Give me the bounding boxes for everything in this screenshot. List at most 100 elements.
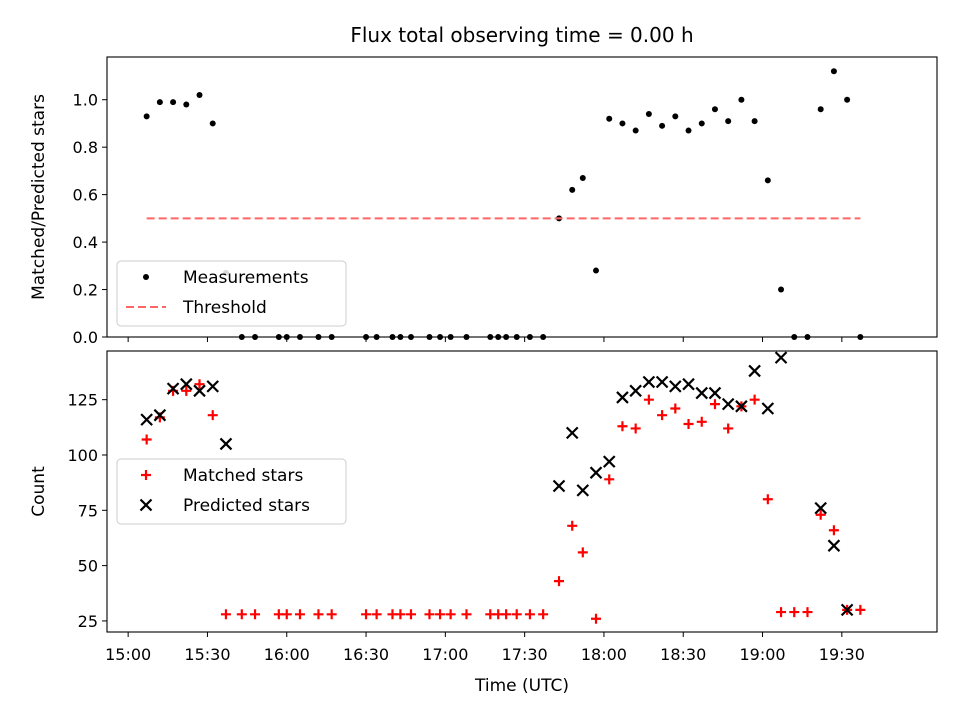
measurement-point [685,127,692,134]
axes-frame [106,350,938,633]
legend-measurement-swatch [143,274,149,280]
matched-star-point [683,419,694,430]
x-tick-label: 16:00 [264,645,310,664]
count-panel: 25 50 75 100 125 15:00 15:30 16:00 16:30 17:00 17:… [29,350,938,664]
predicted-star-point [180,377,193,391]
measurement-point [817,106,824,113]
predicted-star-point [761,402,775,415]
predicted-star-point [814,501,827,515]
matched-star-point [435,609,446,620]
matched-star-point [723,423,734,434]
predicted-star-point [708,386,722,400]
x-axis-label: Time (UTC) [474,676,569,696]
predicted-star-point [166,382,180,395]
matched-star-point [709,399,720,410]
measurement-point [183,101,190,108]
predicted-star-point [206,380,220,393]
x-tick-label: 18:30 [660,645,706,664]
matched-star-point [762,494,773,505]
measurement-point [619,120,626,127]
predicted-star-point [735,400,748,413]
measurement-point [764,177,771,184]
matched-star-point [141,434,152,445]
x-tick-label: 19:30 [819,645,865,664]
x-tick-label: 17:30 [502,645,548,664]
matched-star-point [567,520,578,531]
matched-star-point [554,576,565,587]
measurement-point [196,91,203,98]
measurement-point [170,99,177,106]
measurement-point [156,99,163,106]
predicted-star-point [642,375,656,389]
y-tick-label: 1.0 [73,91,98,110]
matched-star-point [789,607,800,618]
y-axis-label: Count [29,466,49,517]
predicted-star-point [682,377,695,391]
predicted-star-point [140,413,153,426]
y-tick-label: 75 [78,501,98,520]
matched-star-point [511,609,522,620]
axes-frame [106,56,938,338]
matched-star-point [501,609,512,620]
matched-star-point [802,607,813,618]
predicted-star-point [193,384,206,398]
predicted-star-point [748,364,761,378]
y-tick-label: 25 [78,612,98,631]
predicted-star-point [565,426,579,440]
matched-star-point [313,609,324,620]
predicted-star-point [219,437,233,451]
legend-label: Matched stars [183,466,303,486]
matched-star-point [207,410,218,421]
matched-star-point [250,609,261,620]
matched-star-point [371,609,382,620]
predicted-star-point [602,455,616,468]
legend-matched-swatch [141,470,151,480]
y-tick-label: 0.8 [73,138,98,157]
y-tick-label: 50 [78,557,98,576]
measurement-point [711,106,718,113]
predicted-star-point [153,408,167,422]
y-tick-label: 0.2 [73,281,98,300]
matched-star-point [361,609,372,620]
measurement-point [751,118,758,125]
measurement-point [698,120,705,127]
matched-star-point [220,609,231,620]
measurement-point [830,68,837,75]
y-tick-label: 100 [67,446,98,465]
matched-star-point [855,604,866,615]
matched-star-point [194,379,205,390]
matched-star-point [405,609,416,620]
measurement-point [209,120,216,127]
matched-star-point [294,609,305,620]
predicted-star-point [629,384,642,398]
matched-star-point [643,394,654,405]
predicted-star-point [655,375,669,389]
legend-box [116,458,347,525]
matched-star-point [524,609,535,620]
matched-star-point [461,609,472,620]
x-tick-label: 15:00 [105,645,151,664]
measurement-point [738,96,745,103]
y-tick-label: 0.6 [73,186,98,205]
matched-star-point [670,403,681,414]
y-tick-label: 125 [67,391,98,410]
legend-box [116,260,347,327]
measurement-point [659,122,666,129]
predicted-star-point [552,479,566,493]
matched-star-point [326,609,337,620]
predicted-star-point [827,539,841,552]
predicted-star-point [840,603,854,617]
legend-label: Predicted stars [183,496,310,516]
measurement-point [725,118,732,125]
matched-star-point [749,394,760,405]
y-axis-label: Matched/Predicted stars [29,94,49,300]
matched-star-point [591,613,602,624]
measurement-point [672,113,679,120]
matched-star-point [776,607,787,618]
matched-star-point [604,474,615,485]
predicted-star-point [695,386,709,400]
measurement-point [606,115,613,122]
predicted-star-point [589,466,603,479]
